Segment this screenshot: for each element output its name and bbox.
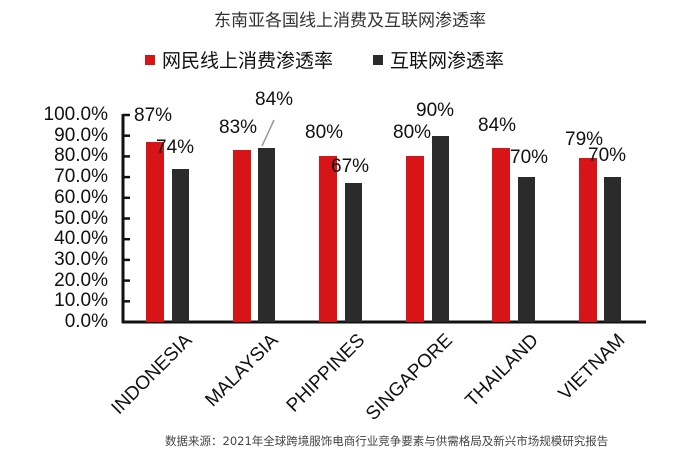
bar-thailand-online-consumption [492, 148, 510, 322]
y-tick-label: 20.0% [54, 269, 108, 291]
bar-indonesia-online-consumption [146, 141, 164, 322]
y-tick-label: 60.0% [54, 186, 108, 208]
y-tick-label: 90.0% [54, 124, 108, 146]
y-tick-label: 10.0% [54, 290, 108, 312]
bar-phippines-online-consumption [319, 156, 337, 322]
y-tick-label: 40.0% [54, 228, 108, 250]
legend-item-online-consumption: 网民线上消费渗透率 [145, 46, 333, 73]
data-label: 70% [510, 147, 549, 169]
chart-title: 东南亚各国线上消费及互联网渗透率 [214, 11, 486, 31]
data-label: 67% [331, 156, 370, 178]
data-label: 70% [588, 145, 627, 167]
bar-phippines-internet [345, 183, 362, 322]
y-tick-label: 80.0% [54, 145, 108, 167]
bar-singapore-online-consumption [406, 156, 424, 322]
bar-malaysia-online-consumption [233, 150, 251, 322]
legend-label: 网民线上消费渗透率 [162, 50, 334, 72]
y-tick-label: 70.0% [54, 166, 108, 188]
legend-item-internet: 互联网渗透率 [373, 46, 504, 73]
y-tick-label: 0.0% [64, 311, 108, 332]
data-label: 84% [255, 89, 294, 111]
data-label: 80% [393, 122, 432, 144]
data-label: 90% [416, 99, 455, 121]
data-label: 74% [156, 136, 195, 158]
bar-vietnam-internet [604, 177, 621, 322]
y-tick-label: 50.0% [54, 207, 108, 229]
bar-malaysia-internet [258, 148, 275, 322]
y-tick-label: 30.0% [54, 248, 108, 270]
legend-swatch-red [145, 54, 155, 65]
bar-singapore-internet [432, 135, 449, 322]
data-label: 79% [565, 129, 604, 151]
data-label: 87% [134, 104, 173, 126]
legend-label: 互联网渗透率 [390, 50, 505, 72]
bar-vietnam-online-consumption [579, 158, 597, 322]
source-note: 数据来源：2021年全球跨境服饰电商行业竞争要素与供需格局及新兴市场规模研究报告 [165, 434, 609, 448]
bar-thailand-internet [518, 177, 535, 322]
y-tick-label: 100.0% [43, 104, 108, 125]
data-label: 80% [305, 122, 344, 144]
bar-indonesia-internet [172, 168, 189, 322]
data-label: 84% [478, 115, 517, 137]
leader-line [261, 119, 275, 147]
legend: 网民线上消费渗透率 互联网渗透率 [145, 46, 544, 73]
legend-swatch-black [373, 54, 384, 65]
data-label: 83% [219, 117, 258, 139]
